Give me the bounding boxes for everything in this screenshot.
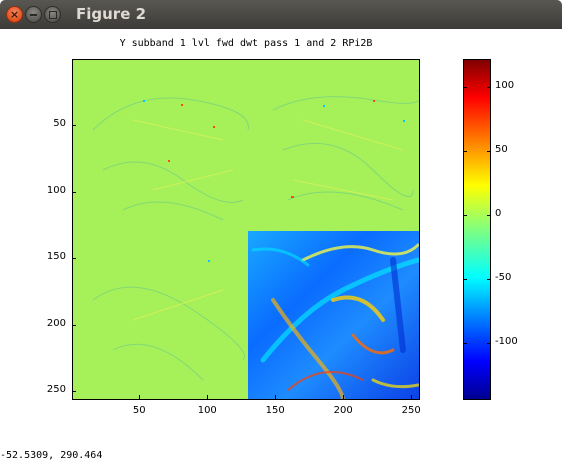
minimize-window-button[interactable] bbox=[25, 6, 42, 23]
tick-mark bbox=[463, 278, 467, 280]
tick-mark bbox=[72, 391, 76, 393]
colorbar-tick-label: 100 bbox=[495, 80, 515, 92]
colorbar[interactable] bbox=[463, 59, 491, 400]
colorbar-tick-label: 0 bbox=[495, 207, 502, 219]
window-title: Figure 2 bbox=[76, 5, 147, 23]
image-axes[interactable] bbox=[72, 59, 420, 400]
y-tick-label: 200 bbox=[46, 317, 66, 329]
maximize-window-button[interactable] bbox=[44, 6, 61, 23]
x-tick-label: 150 bbox=[265, 405, 285, 416]
cursor-coordinates: -52.5309, 290.464 bbox=[0, 450, 103, 461]
y-tick-label: 50 bbox=[53, 117, 66, 129]
y-tick-label: 150 bbox=[46, 251, 66, 263]
minimize-icon bbox=[30, 13, 37, 16]
tick-mark bbox=[487, 87, 491, 89]
tick-mark bbox=[463, 214, 467, 216]
y-tick-label: 100 bbox=[46, 184, 66, 196]
close-window-button[interactable]: × bbox=[6, 6, 23, 23]
tick-mark bbox=[139, 395, 141, 399]
colorbar-tick-label: -100 bbox=[495, 335, 518, 347]
plot-title: Y subband 1 lvl fwd dwt pass 1 and 2 RPi… bbox=[119, 38, 373, 49]
tick-mark bbox=[487, 342, 491, 344]
x-tick-label: 50 bbox=[132, 405, 146, 416]
subband-image bbox=[92, 89, 419, 399]
tick-mark bbox=[487, 150, 491, 152]
tick-mark bbox=[72, 324, 76, 326]
tick-mark bbox=[487, 214, 491, 216]
tick-mark bbox=[207, 395, 209, 399]
tick-mark bbox=[463, 342, 467, 344]
y-tick-label: 250 bbox=[46, 384, 66, 396]
tick-mark bbox=[463, 87, 467, 89]
colorbar-tick-label: -50 bbox=[495, 271, 512, 283]
colorbar-tick-label: 50 bbox=[495, 143, 508, 155]
tick-mark bbox=[487, 278, 491, 280]
tick-mark bbox=[72, 191, 76, 193]
maximize-icon bbox=[48, 10, 57, 19]
x-tick-label: 100 bbox=[197, 405, 217, 416]
tick-mark bbox=[463, 150, 467, 152]
close-icon: × bbox=[9, 8, 20, 21]
x-tick-label: 200 bbox=[333, 405, 353, 416]
x-tick-label: 250 bbox=[401, 405, 421, 416]
tick-mark bbox=[411, 395, 413, 399]
window-titlebar[interactable]: × Figure 2 bbox=[0, 0, 562, 29]
tick-mark bbox=[275, 395, 277, 399]
tick-mark bbox=[343, 395, 345, 399]
figure-canvas[interactable]: Y subband 1 lvl fwd dwt pass 1 and 2 RPi… bbox=[0, 29, 562, 462]
tick-mark bbox=[72, 124, 76, 126]
tick-mark bbox=[72, 258, 76, 260]
